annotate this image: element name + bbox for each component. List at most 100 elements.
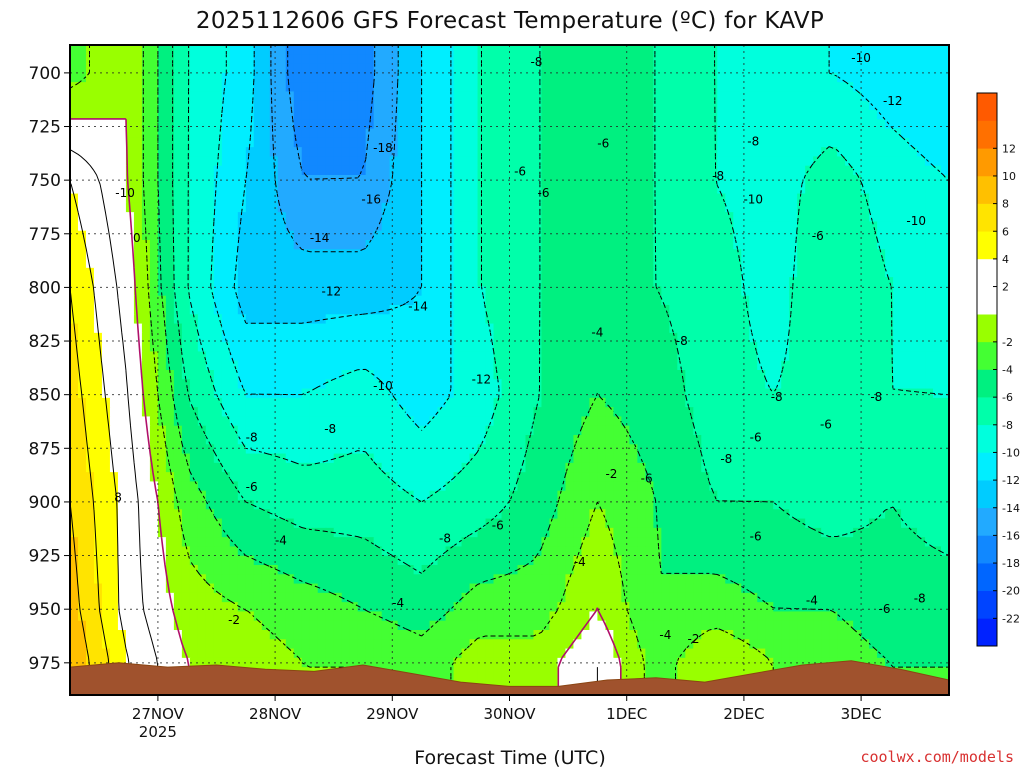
field-cell	[765, 91, 774, 102]
field-cell	[565, 91, 575, 102]
field-cell	[693, 267, 702, 278]
field-cell	[461, 212, 471, 223]
field-cell	[573, 230, 583, 241]
field-cell	[453, 72, 463, 83]
field-cell	[357, 444, 367, 455]
field-cell	[237, 165, 247, 176]
field-cell	[597, 128, 606, 139]
field-cell	[501, 305, 511, 315]
field-cell	[429, 323, 439, 334]
field-cell	[477, 258, 487, 269]
field-cell	[309, 258, 319, 269]
field-cell	[101, 444, 111, 455]
field-cell	[453, 221, 463, 232]
field-cell	[565, 370, 575, 380]
field-cell	[469, 258, 479, 269]
field-cell	[141, 240, 151, 250]
field-cell	[173, 54, 183, 65]
field-cell	[613, 119, 622, 130]
field-cell	[813, 147, 822, 158]
field-cell	[645, 286, 654, 297]
field-cell	[117, 453, 127, 464]
field-cell	[309, 110, 319, 120]
field-cell	[853, 110, 862, 120]
field-cell	[589, 267, 598, 278]
field-cell	[861, 202, 870, 213]
field-cell	[477, 444, 487, 455]
field-cell	[653, 119, 662, 130]
field-cell	[461, 351, 471, 362]
field-cell	[285, 110, 295, 120]
field-cell	[701, 277, 710, 288]
field-cell	[621, 165, 630, 176]
field-cell	[181, 91, 191, 102]
field-cell	[621, 128, 630, 139]
field-cell	[565, 137, 575, 148]
field-cell	[461, 45, 471, 55]
field-cell	[277, 212, 287, 223]
field-cell	[501, 147, 511, 158]
field-cell	[925, 351, 934, 362]
field-cell	[125, 388, 135, 399]
field-cell	[93, 212, 103, 223]
field-cell	[301, 407, 311, 418]
field-cell	[621, 137, 630, 148]
field-cell	[677, 351, 686, 362]
field-cell	[149, 249, 159, 260]
field-cell	[341, 91, 351, 102]
field-cell	[261, 82, 271, 93]
field-cell	[933, 277, 942, 288]
field-cell	[757, 100, 766, 111]
field-cell	[405, 305, 415, 315]
field-cell	[861, 63, 870, 74]
field-cell	[909, 407, 918, 418]
field-cell	[165, 165, 175, 176]
field-cell	[229, 156, 239, 167]
field-cell	[749, 72, 758, 83]
field-cell	[869, 407, 878, 418]
field-cell	[581, 295, 591, 306]
field-cell	[525, 305, 535, 315]
field-cell	[301, 249, 311, 260]
field-cell	[301, 45, 311, 55]
field-cell	[397, 184, 407, 195]
field-cell	[925, 267, 934, 278]
field-cell	[285, 193, 295, 204]
field-cell	[181, 147, 191, 158]
field-cell	[909, 267, 918, 278]
field-cell	[213, 54, 223, 65]
field-cell	[117, 407, 127, 418]
field-cell	[405, 249, 415, 260]
field-cell	[357, 249, 367, 260]
field-cell	[941, 45, 949, 55]
field-cell	[197, 388, 207, 399]
field-cell	[205, 388, 215, 399]
field-cell	[437, 342, 447, 353]
field-cell	[77, 202, 87, 213]
field-cell	[389, 249, 399, 260]
field-cell	[749, 435, 758, 445]
field-cell	[173, 295, 183, 306]
field-cell	[789, 193, 798, 204]
field-cell	[461, 342, 471, 353]
field-cell	[125, 240, 135, 250]
field-cell	[477, 156, 487, 167]
field-cell	[701, 184, 710, 195]
field-cell	[517, 147, 527, 158]
field-cell	[845, 249, 854, 260]
field-cell	[373, 63, 383, 74]
field-cell	[70, 332, 79, 343]
field-cell	[285, 379, 295, 390]
field-cell	[389, 379, 399, 390]
field-cell	[445, 332, 455, 343]
field-cell	[877, 258, 886, 269]
field-cell	[909, 221, 918, 232]
field-cell	[845, 388, 854, 399]
field-cell	[813, 314, 822, 325]
field-cell	[661, 147, 670, 158]
field-cell	[229, 444, 239, 455]
field-cell	[605, 425, 614, 436]
field-cell	[925, 342, 934, 353]
field-cell	[845, 444, 854, 455]
field-cell	[101, 240, 111, 250]
